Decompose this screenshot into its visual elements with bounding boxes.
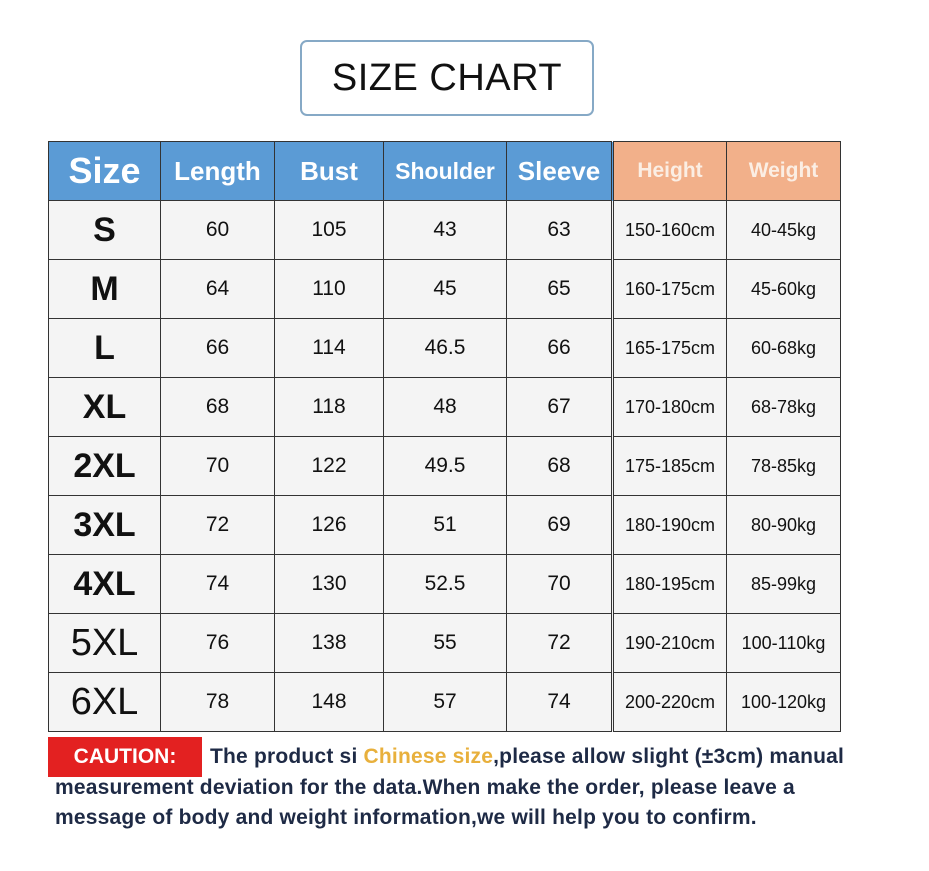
cell-size: 6XL — [48, 672, 161, 732]
cell-shoulder: 43 — [383, 200, 507, 260]
cell-shoulder: 45 — [383, 259, 507, 319]
cell-length: 74 — [160, 554, 275, 614]
header-sleeve: Sleeve — [506, 141, 613, 201]
size-chart-table: Size Length Bust Shoulder Sleeve Height … — [48, 141, 841, 732]
cell-height: 200-220cm — [611, 672, 727, 732]
cell-size: 4XL — [48, 554, 161, 614]
table-row: 3XL 72 126 51 69 180-190cm 80-90kg — [48, 495, 841, 555]
cell-sleeve: 72 — [506, 613, 613, 673]
cell-bust: 138 — [274, 613, 384, 673]
cell-weight: 68-78kg — [726, 377, 841, 437]
cell-height: 170-180cm — [611, 377, 727, 437]
cell-shoulder: 57 — [383, 672, 507, 732]
cell-shoulder: 51 — [383, 495, 507, 555]
cell-height: 180-190cm — [611, 495, 727, 555]
header-bust: Bust — [274, 141, 384, 201]
cell-weight: 78-85kg — [726, 436, 841, 496]
cell-bust: 148 — [274, 672, 384, 732]
cell-length: 64 — [160, 259, 275, 319]
caution-highlight: Chinese size — [363, 745, 494, 768]
cell-weight: 80-90kg — [726, 495, 841, 555]
table-row: S 60 105 43 63 150-160cm 40-45kg — [48, 200, 841, 260]
table-row: 2XL 70 122 49.5 68 175-185cm 78-85kg — [48, 436, 841, 496]
cell-weight: 85-99kg — [726, 554, 841, 614]
cell-shoulder: 46.5 — [383, 318, 507, 378]
cell-sleeve: 74 — [506, 672, 613, 732]
cell-sleeve: 70 — [506, 554, 613, 614]
cell-height: 175-185cm — [611, 436, 727, 496]
cell-length: 68 — [160, 377, 275, 437]
cell-bust: 118 — [274, 377, 384, 437]
cell-size: 3XL — [48, 495, 161, 555]
cell-shoulder: 48 — [383, 377, 507, 437]
header-length: Length — [160, 141, 275, 201]
cell-length: 78 — [160, 672, 275, 732]
cell-sleeve: 65 — [506, 259, 613, 319]
cell-size: M — [48, 259, 161, 319]
cell-height: 180-195cm — [611, 554, 727, 614]
cell-weight: 100-120kg — [726, 672, 841, 732]
size-chart-title: SIZE CHART — [300, 40, 594, 116]
cell-sleeve: 67 — [506, 377, 613, 437]
cell-length: 70 — [160, 436, 275, 496]
cell-size: 5XL — [48, 613, 161, 673]
cell-height: 165-175cm — [611, 318, 727, 378]
cell-height: 190-210cm — [611, 613, 727, 673]
cell-bust: 122 — [274, 436, 384, 496]
caution-text-after: ,please allow slight (±3cm) manual measu… — [55, 745, 845, 829]
cell-bust: 105 — [274, 200, 384, 260]
cell-size: 2XL — [48, 436, 161, 496]
cell-size: S — [48, 200, 161, 260]
cell-length: 60 — [160, 200, 275, 260]
header-row: Size Length Bust Shoulder Sleeve Height … — [48, 141, 841, 201]
cell-sleeve: 68 — [506, 436, 613, 496]
cell-bust: 110 — [274, 259, 384, 319]
cell-size: XL — [48, 377, 161, 437]
cell-length: 72 — [160, 495, 275, 555]
table-row: 6XL 78 148 57 74 200-220cm 100-120kg — [48, 672, 841, 732]
table-row: 5XL 76 138 55 72 190-210cm 100-110kg — [48, 613, 841, 673]
table-row: XL 68 118 48 67 170-180cm 68-78kg — [48, 377, 841, 437]
header-height: Height — [611, 141, 727, 201]
cell-weight: 60-68kg — [726, 318, 841, 378]
caution-badge: CAUTION: — [48, 737, 202, 777]
cell-size: L — [48, 318, 161, 378]
caution-text: The product si Chinese size,please allow… — [55, 742, 875, 834]
table-row: 4XL 74 130 52.5 70 180-195cm 85-99kg — [48, 554, 841, 614]
cell-bust: 130 — [274, 554, 384, 614]
header-size: Size — [48, 141, 161, 201]
cell-sleeve: 66 — [506, 318, 613, 378]
cell-bust: 114 — [274, 318, 384, 378]
cell-shoulder: 49.5 — [383, 436, 507, 496]
header-shoulder: Shoulder — [383, 141, 507, 201]
cell-sleeve: 69 — [506, 495, 613, 555]
cell-weight: 100-110kg — [726, 613, 841, 673]
cell-shoulder: 52.5 — [383, 554, 507, 614]
cell-shoulder: 55 — [383, 613, 507, 673]
table-row: M 64 110 45 65 160-175cm 45-60kg — [48, 259, 841, 319]
cell-weight: 40-45kg — [726, 200, 841, 260]
cell-length: 76 — [160, 613, 275, 673]
header-weight: Weight — [726, 141, 841, 201]
cell-length: 66 — [160, 318, 275, 378]
cell-bust: 126 — [274, 495, 384, 555]
cell-weight: 45-60kg — [726, 259, 841, 319]
cell-height: 150-160cm — [611, 200, 727, 260]
cell-sleeve: 63 — [506, 200, 613, 260]
cell-height: 160-175cm — [611, 259, 727, 319]
table-row: L 66 114 46.5 66 165-175cm 60-68kg — [48, 318, 841, 378]
caution-text-before: The product si — [210, 745, 364, 768]
